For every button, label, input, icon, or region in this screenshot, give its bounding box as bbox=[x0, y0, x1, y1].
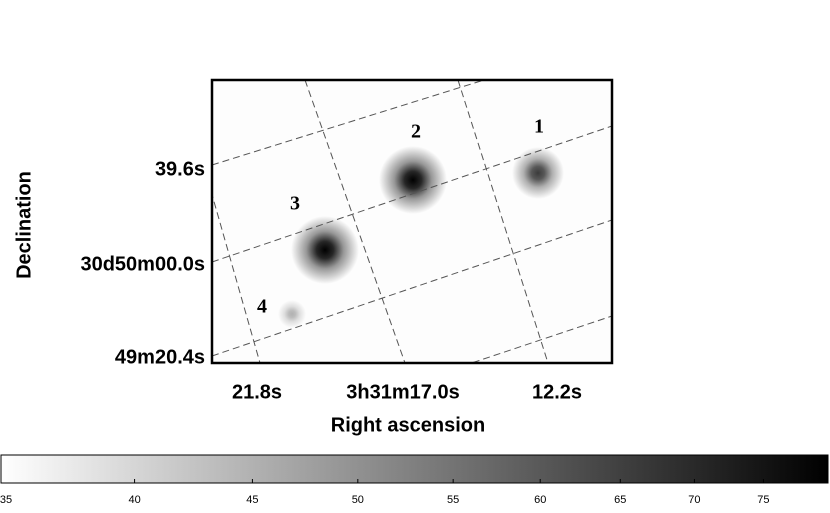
x-tick-label: 21.8s bbox=[232, 381, 282, 403]
grid-line bbox=[304, 80, 406, 363]
grid-line bbox=[212, 80, 486, 166]
source bbox=[512, 147, 564, 199]
source-label: 2 bbox=[411, 121, 421, 143]
grid-line bbox=[212, 219, 612, 357]
colorbar-tick-label: 45 bbox=[246, 494, 258, 506]
colorbar-tick-label: 70 bbox=[688, 494, 700, 506]
source bbox=[291, 216, 359, 284]
source-label: 4 bbox=[257, 296, 267, 318]
sources bbox=[278, 146, 564, 328]
colorbar-ticks: 35 40 45 50 55 60 65 70 75 bbox=[0, 479, 770, 506]
grid-line bbox=[212, 125, 612, 263]
colorbar-tick-label: 65 bbox=[614, 494, 626, 506]
coordinate-grid bbox=[212, 80, 612, 363]
grid-line bbox=[457, 80, 549, 363]
y-tick-label: 49m20.4s bbox=[115, 346, 205, 368]
y-axis-label: Declination bbox=[13, 171, 35, 279]
x-tick-label: 3h31m17.0s bbox=[346, 381, 459, 403]
x-tick-label: 12.2s bbox=[532, 381, 582, 403]
source bbox=[278, 300, 306, 328]
source-label: 3 bbox=[290, 193, 300, 215]
y-tick-label: 30d50m00.0s bbox=[80, 253, 205, 275]
source bbox=[379, 146, 447, 214]
colorbar bbox=[0, 454, 829, 484]
colorbar-tick-label: 60 bbox=[534, 494, 546, 506]
y-tick-label: 39.6s bbox=[155, 158, 205, 180]
x-axis-label: Right ascension bbox=[331, 414, 485, 436]
colorbar-tick-label: 75 bbox=[757, 494, 769, 506]
colorbar-tick-label: 40 bbox=[128, 494, 140, 506]
plot-frame bbox=[210, 78, 614, 365]
colorbar-tick-label: 50 bbox=[352, 494, 364, 506]
grid-line bbox=[212, 192, 261, 363]
colorbar-tick-label: 55 bbox=[447, 494, 459, 506]
source-label: 1 bbox=[534, 116, 544, 138]
colorbar-tick-label: 35 bbox=[0, 494, 12, 506]
